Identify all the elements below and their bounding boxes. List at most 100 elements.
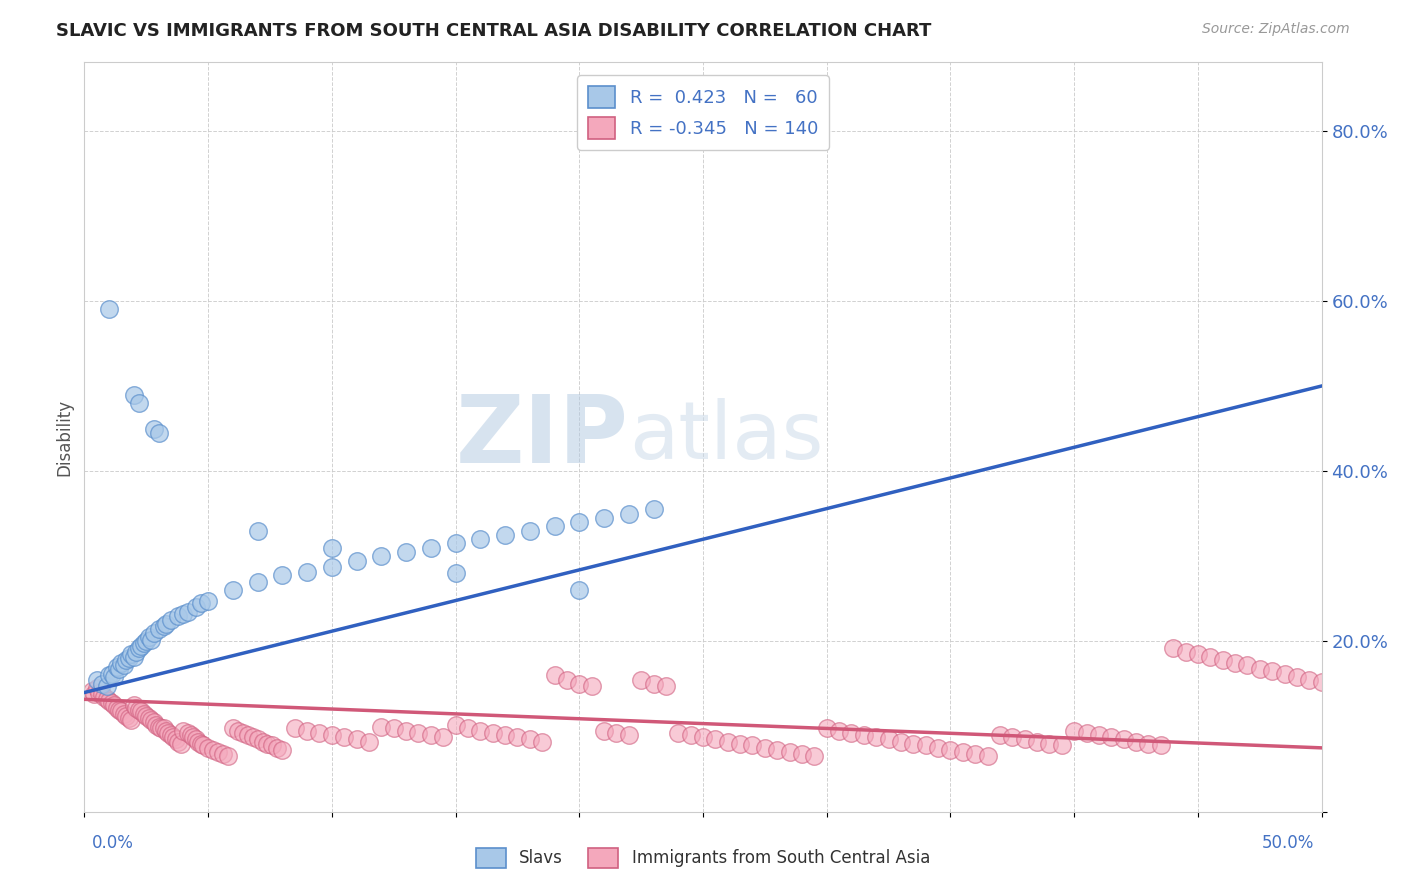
Point: [236, 728, 259, 742]
Point: [617, 507, 640, 521]
Point: [190, 596, 212, 610]
Point: [141, 632, 163, 647]
Point: [222, 583, 245, 598]
Point: [148, 720, 170, 734]
Point: [370, 549, 392, 564]
Point: [112, 658, 135, 673]
Point: [643, 502, 665, 516]
Point: [543, 519, 565, 533]
Point: [531, 735, 554, 749]
Point: [172, 607, 194, 622]
Point: [852, 728, 875, 742]
Point: [115, 653, 138, 667]
Point: [86, 673, 108, 687]
Point: [197, 593, 219, 607]
Point: [841, 726, 863, 740]
Point: [125, 645, 148, 659]
Point: [256, 737, 278, 751]
Point: [1063, 723, 1085, 738]
Point: [1285, 670, 1308, 684]
Point: [98, 302, 121, 317]
Text: Source: ZipAtlas.com: Source: ZipAtlas.com: [1202, 22, 1350, 37]
Point: [202, 743, 225, 757]
Point: [118, 651, 141, 665]
Point: [581, 679, 603, 693]
Point: [605, 726, 627, 740]
Point: [408, 726, 430, 740]
Point: [86, 681, 108, 696]
Point: [90, 687, 112, 701]
Point: [138, 711, 160, 725]
Point: [952, 745, 974, 759]
Point: [357, 735, 380, 749]
Point: [927, 740, 949, 755]
Point: [333, 730, 356, 744]
Point: [1137, 737, 1160, 751]
Point: [506, 730, 529, 744]
Point: [145, 718, 167, 732]
Point: [142, 626, 165, 640]
Point: [494, 728, 516, 742]
Text: 50.0%: 50.0%: [1263, 834, 1315, 852]
Point: [108, 662, 131, 676]
Point: [903, 737, 925, 751]
Point: [138, 630, 160, 644]
Point: [865, 730, 887, 744]
Point: [988, 728, 1011, 742]
Point: [470, 533, 492, 547]
Point: [128, 641, 150, 656]
Legend: R =  0.423   N =   60, R = -0.345   N = 140: R = 0.423 N = 60, R = -0.345 N = 140: [578, 75, 828, 150]
Point: [308, 726, 330, 740]
Point: [135, 634, 157, 648]
Point: [152, 619, 174, 633]
Point: [83, 687, 105, 701]
Point: [197, 740, 219, 755]
Point: [132, 706, 155, 721]
Point: [89, 685, 111, 699]
Point: [90, 677, 112, 691]
Point: [160, 613, 183, 627]
Point: [115, 709, 138, 723]
Point: [110, 704, 132, 718]
Point: [939, 743, 962, 757]
Point: [877, 732, 900, 747]
Point: [129, 639, 152, 653]
Point: [692, 730, 714, 744]
Point: [432, 730, 454, 744]
Point: [170, 737, 193, 751]
Point: [1174, 645, 1197, 659]
Point: [157, 726, 180, 740]
Point: [252, 735, 274, 749]
Point: [1099, 730, 1122, 744]
Point: [181, 730, 204, 744]
Point: [148, 425, 170, 440]
Point: [976, 749, 998, 764]
Point: [177, 725, 200, 739]
Point: [593, 511, 616, 525]
Point: [321, 541, 343, 555]
Point: [444, 535, 467, 549]
Point: [190, 737, 212, 751]
Point: [419, 541, 441, 555]
Point: [80, 683, 103, 698]
Point: [815, 721, 838, 735]
Point: [382, 721, 405, 735]
Point: [167, 608, 190, 623]
Point: [481, 726, 503, 740]
Point: [271, 743, 294, 757]
Point: [184, 732, 207, 747]
Point: [93, 690, 115, 704]
Point: [321, 559, 343, 574]
Text: 0.0%: 0.0%: [91, 834, 134, 852]
Point: [728, 737, 751, 751]
Point: [103, 698, 125, 713]
Point: [1236, 658, 1258, 673]
Point: [630, 673, 652, 687]
Point: [519, 732, 541, 747]
Point: [965, 747, 987, 761]
Point: [125, 701, 148, 715]
Point: [112, 706, 135, 721]
Point: [155, 723, 177, 738]
Legend: Slavs, Immigrants from South Central Asia: Slavs, Immigrants from South Central Asi…: [470, 841, 936, 875]
Point: [741, 739, 763, 753]
